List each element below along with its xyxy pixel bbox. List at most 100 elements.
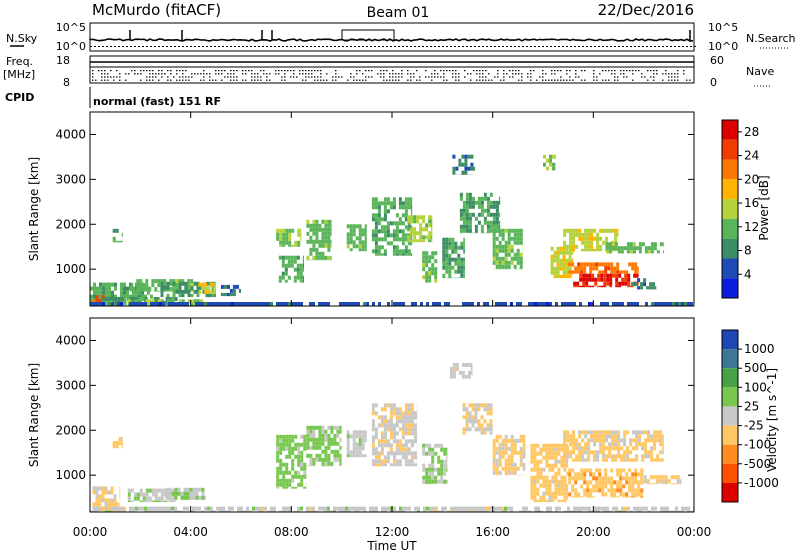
- velocity-cell: [545, 447, 549, 452]
- power-cell: [398, 249, 402, 254]
- velocity-cell: [384, 510, 387, 512]
- power-cell: [465, 208, 469, 213]
- power-cell: [302, 275, 304, 280]
- velocity-cell: [660, 506, 663, 511]
- velocity-cell: [336, 453, 340, 458]
- velocity-cell: [626, 458, 630, 462]
- velocity-cell: [114, 506, 117, 511]
- velocity-cell: [486, 407, 490, 412]
- velocity-cell: [130, 500, 134, 503]
- velocity-cell: [539, 467, 543, 472]
- velocity-cell: [435, 510, 438, 512]
- velocity-cell: [492, 470, 496, 475]
- velocity-cell: [480, 431, 484, 435]
- power-cell: [220, 284, 224, 289]
- power-cell: [392, 197, 396, 202]
- power-cell: [420, 302, 423, 306]
- power-cell: [463, 249, 465, 254]
- velocity-cell: [407, 451, 411, 456]
- power-cell: [578, 232, 582, 237]
- power-cell: [354, 302, 357, 306]
- velocity-cell: [294, 470, 298, 475]
- power-cell: [276, 228, 280, 233]
- power-cell: [401, 201, 405, 206]
- velocity-cell: [144, 510, 147, 512]
- power-cell: [563, 232, 567, 237]
- velocity-cell: [477, 510, 480, 512]
- power-cell: [606, 302, 609, 306]
- power-cell: [495, 220, 499, 225]
- velocity-cell: [273, 506, 276, 511]
- velocity-cell: [501, 454, 505, 459]
- velocity-cell: [534, 506, 537, 511]
- velocity-cell: [504, 450, 508, 455]
- velocity-cell: [452, 362, 456, 367]
- velocity-cell: [510, 450, 514, 455]
- power-cell: [148, 299, 152, 304]
- velocity-cell: [168, 510, 171, 512]
- power-cell: [284, 263, 288, 268]
- power-cell: [132, 297, 136, 301]
- power-cell: [287, 263, 291, 268]
- velocity-cell: [300, 434, 304, 439]
- velocity-cell: [183, 487, 187, 492]
- velocity-cell: [183, 491, 187, 496]
- power-cell: [114, 301, 118, 305]
- power-cell: [546, 302, 549, 306]
- power-cell: [389, 221, 393, 226]
- velocity-cell: [318, 506, 321, 511]
- power-cell: [590, 232, 594, 237]
- x-tick-label: 12:00: [375, 525, 410, 539]
- power-cell: [144, 302, 147, 306]
- velocity-cell: [437, 443, 441, 448]
- power-cell: [410, 209, 413, 214]
- power-cell: [448, 261, 452, 266]
- velocity-cell: [570, 510, 573, 512]
- power-cell: [495, 252, 499, 257]
- power-cell: [428, 255, 432, 260]
- power-cell: [120, 302, 123, 306]
- velocity-cell: [583, 472, 587, 477]
- velocity-cell: [374, 451, 378, 456]
- velocity-cell: [282, 478, 286, 483]
- power-cell: [646, 286, 650, 290]
- velocity-cell: [160, 496, 164, 501]
- velocity-cell: [495, 434, 499, 439]
- power-cell: [302, 255, 304, 260]
- power-cell: [637, 286, 641, 290]
- velocity-cell: [599, 438, 603, 443]
- power-cell: [105, 294, 108, 299]
- power-cell: [428, 235, 432, 240]
- power-cell: [383, 205, 387, 210]
- power-cell: [346, 244, 350, 249]
- velocity-cell: [386, 455, 390, 460]
- velocity-cell: [613, 492, 617, 497]
- velocity-cell: [186, 491, 190, 496]
- velocity-cell: [462, 510, 465, 512]
- power-cell: [641, 242, 645, 247]
- power-cell: [495, 236, 499, 241]
- velocity-cell: [501, 438, 505, 443]
- velocity-cell: [392, 407, 396, 412]
- velocity-cell: [348, 510, 351, 512]
- power-cell: [577, 270, 581, 274]
- velocity-cell: [630, 510, 633, 512]
- velocity-cell: [414, 506, 417, 511]
- power-cell: [662, 242, 664, 247]
- velocity-cell: [611, 458, 615, 462]
- velocity-cell: [563, 430, 567, 435]
- power-cell: [398, 221, 402, 226]
- velocity-cell: [634, 492, 638, 497]
- velocity-cell: [461, 362, 465, 367]
- power-cell: [166, 285, 170, 290]
- velocity-cell: [339, 445, 342, 450]
- power-cell: [324, 243, 328, 248]
- power-cell: [614, 246, 618, 251]
- power-cell: [556, 254, 560, 259]
- velocity-cell: [285, 462, 289, 467]
- power-cell: [377, 249, 381, 254]
- power-cell: [293, 259, 297, 264]
- power-cell: [452, 170, 456, 175]
- power-cell: [614, 242, 618, 247]
